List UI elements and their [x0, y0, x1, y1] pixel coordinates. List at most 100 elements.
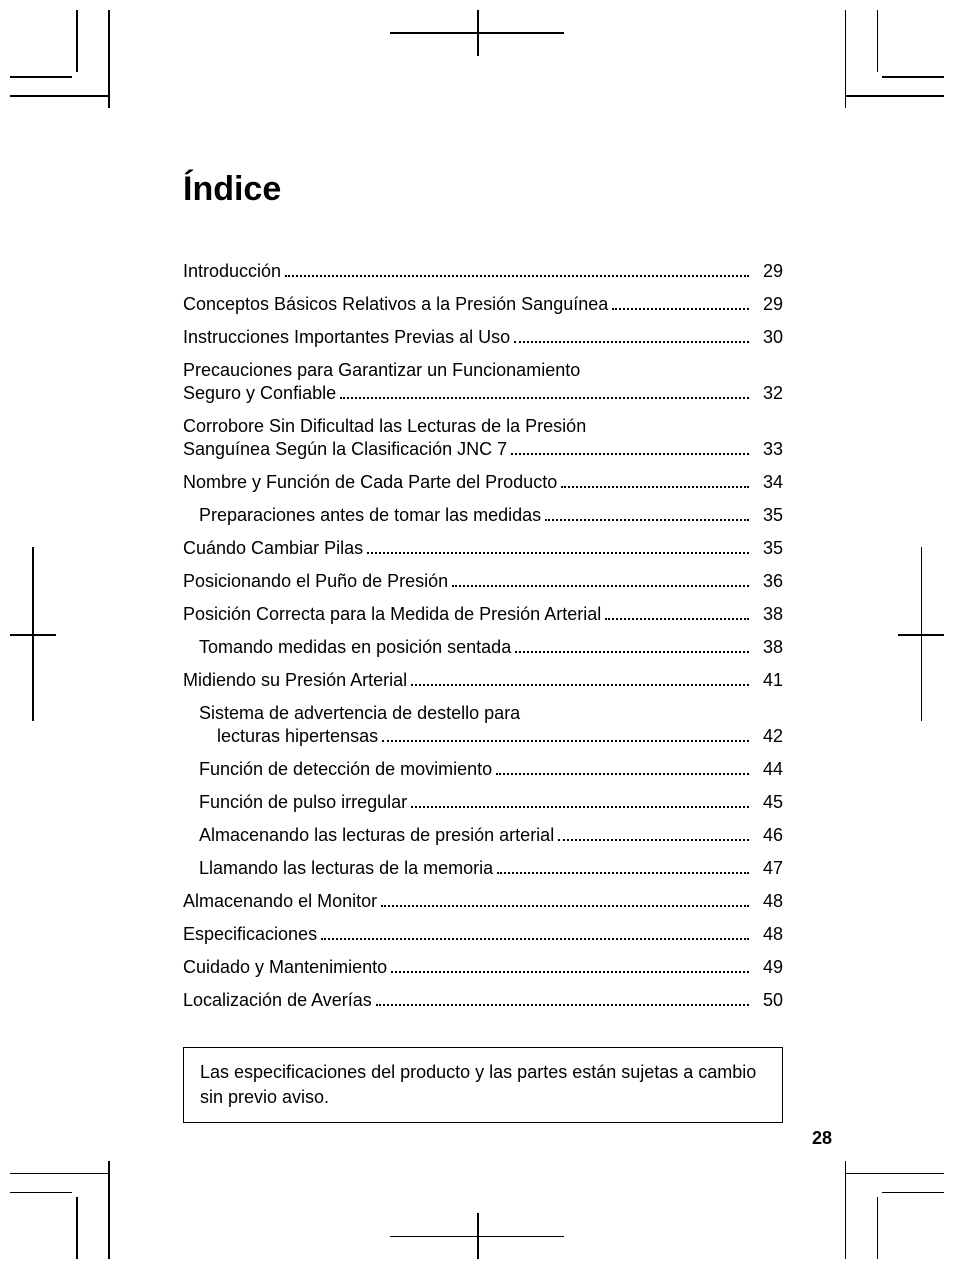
- toc-entry-text: Midiendo su Presión Arterial: [183, 670, 407, 691]
- crop-mark: [877, 10, 879, 72]
- crop-mark: [845, 10, 847, 108]
- toc-entry-page: 42: [755, 726, 783, 747]
- notice-box: Las especificaciones del producto y las …: [183, 1047, 783, 1123]
- crop-mark: [846, 1173, 944, 1175]
- toc-leader: [321, 938, 749, 940]
- toc-entry: Nombre y Función de Cada Parte del Produ…: [183, 472, 783, 493]
- toc-entry: Almacenando las lecturas de presión arte…: [183, 825, 783, 846]
- toc-entry-text: Conceptos Básicos Relativos a la Presión…: [183, 294, 608, 315]
- toc-leader: [496, 773, 749, 775]
- toc-entry-text: Cuándo Cambiar Pilas: [183, 538, 363, 559]
- crop-mark: [477, 1213, 479, 1259]
- toc-entry-text: Posicionando el Puño de Presión: [183, 571, 448, 592]
- toc-entry-text: Precauciones para Garantizar un Funciona…: [183, 360, 783, 381]
- toc-leader: [340, 397, 749, 399]
- toc-entry: Corrobore Sin Dificultad las Lecturas de…: [183, 416, 783, 460]
- toc-entry-text: lecturas hipertensas: [217, 726, 378, 747]
- toc-entry-text: Almacenando el Monitor: [183, 891, 377, 912]
- toc-entry-page: 46: [755, 825, 783, 846]
- crop-mark: [10, 1192, 72, 1194]
- crop-mark: [108, 1161, 110, 1259]
- toc-entry-page: 29: [755, 261, 783, 282]
- toc-entry: Cuándo Cambiar Pilas 35: [183, 538, 783, 559]
- toc-entry-text: Función de detección de movimiento: [199, 759, 492, 780]
- toc-leader: [612, 308, 749, 310]
- toc-leader: [452, 585, 749, 587]
- toc-entry-text: Sistema de advertencia de destello para: [199, 703, 783, 724]
- crop-mark: [877, 1197, 879, 1259]
- crop-mark: [846, 95, 944, 97]
- toc-entry-text: Cuidado y Mantenimiento: [183, 957, 387, 978]
- crop-mark: [882, 1192, 944, 1194]
- crop-mark: [32, 547, 34, 721]
- toc-entry-page: 41: [755, 670, 783, 691]
- toc-entry: Tomando medidas en posición sentada38: [183, 637, 783, 658]
- page-number: 28: [812, 1128, 832, 1149]
- toc-entry: Precauciones para Garantizar un Funciona…: [183, 360, 783, 404]
- toc-leader: [367, 552, 749, 554]
- toc-entry: Localización de Averías50: [183, 990, 783, 1011]
- toc-entry-text: Llamando las lecturas de la memoria: [199, 858, 493, 879]
- toc-entry-text: Almacenando las lecturas de presión arte…: [199, 825, 554, 846]
- toc-entry-page: 34: [755, 472, 783, 493]
- toc-entry-text: Preparaciones antes de tomar las medidas: [199, 505, 541, 526]
- toc-entry-page: 49: [755, 957, 783, 978]
- toc-entry-page: 35: [755, 538, 783, 559]
- toc-entry: Posicionando el Puño de Presión 36: [183, 571, 783, 592]
- toc-leader: [514, 341, 749, 343]
- toc-entry: Conceptos Básicos Relativos a la Presión…: [183, 294, 783, 315]
- toc-leader: [515, 651, 749, 653]
- toc-entry: Introducción 29: [183, 261, 783, 282]
- toc-entry: Midiendo su Presión Arterial 41: [183, 670, 783, 691]
- toc-leader: [411, 684, 749, 686]
- crop-mark: [10, 95, 108, 97]
- toc-entry-text: Nombre y Función de Cada Parte del Produ…: [183, 472, 557, 493]
- toc-entry: Cuidado y Mantenimiento 49: [183, 957, 783, 978]
- toc-leader: [382, 740, 749, 742]
- page-title: Índice: [183, 170, 783, 209]
- crop-mark: [882, 76, 944, 78]
- toc-entry-page: 44: [755, 759, 783, 780]
- toc-leader: [545, 519, 749, 521]
- toc-entry-page: 47: [755, 858, 783, 879]
- toc-entry-page: 45: [755, 792, 783, 813]
- toc-entry-page: 33: [755, 439, 783, 460]
- toc-entry: Especificaciones48: [183, 924, 783, 945]
- toc-entry-page: 48: [755, 924, 783, 945]
- toc-entry: Llamando las lecturas de la memoria 47: [183, 858, 783, 879]
- toc-entry-page: 36: [755, 571, 783, 592]
- toc-entry-text: Corrobore Sin Dificultad las Lecturas de…: [183, 416, 783, 437]
- toc-leader: [391, 971, 749, 973]
- toc-leader: [605, 618, 749, 620]
- toc-entry-text: Introducción: [183, 261, 281, 282]
- toc-entry-page: 48: [755, 891, 783, 912]
- toc-leader: [511, 453, 749, 455]
- crop-mark: [10, 1173, 108, 1175]
- toc-entry: Instrucciones Importantes Previas al Uso…: [183, 327, 783, 348]
- page-content: Índice Introducción 29 Conceptos Básicos R…: [183, 170, 783, 1123]
- toc-entry-page: 38: [755, 604, 783, 625]
- toc-entry: Función de detección de movimiento 44: [183, 759, 783, 780]
- toc-entry: Función de pulso irregular45: [183, 792, 783, 813]
- crop-mark: [921, 547, 923, 721]
- toc-leader: [558, 839, 749, 841]
- toc-leader: [285, 275, 749, 277]
- toc-entry-text: Localización de Averías: [183, 990, 372, 1011]
- toc-entry-text: Tomando medidas en posición sentada: [199, 637, 511, 658]
- toc-entry: Almacenando el Monitor 48: [183, 891, 783, 912]
- toc-entry-text: Sanguínea Según la Clasificación JNC 7: [183, 439, 507, 460]
- crop-mark: [108, 10, 110, 108]
- toc-entry-text: Posición Correcta para la Medida de Pres…: [183, 604, 601, 625]
- toc-leader: [561, 486, 749, 488]
- crop-mark: [10, 76, 72, 78]
- toc-leader: [497, 872, 749, 874]
- toc-entry: Preparaciones antes de tomar las medidas…: [183, 505, 783, 526]
- crop-mark: [76, 10, 78, 72]
- toc-entry-page: 35: [755, 505, 783, 526]
- toc-leader: [411, 806, 749, 808]
- toc-entry: Posición Correcta para la Medida de Pres…: [183, 604, 783, 625]
- table-of-contents: Introducción 29 Conceptos Básicos Relativo…: [183, 261, 783, 1011]
- crop-mark: [477, 10, 479, 56]
- toc-leader: [381, 905, 749, 907]
- toc-entry-page: 32: [755, 383, 783, 404]
